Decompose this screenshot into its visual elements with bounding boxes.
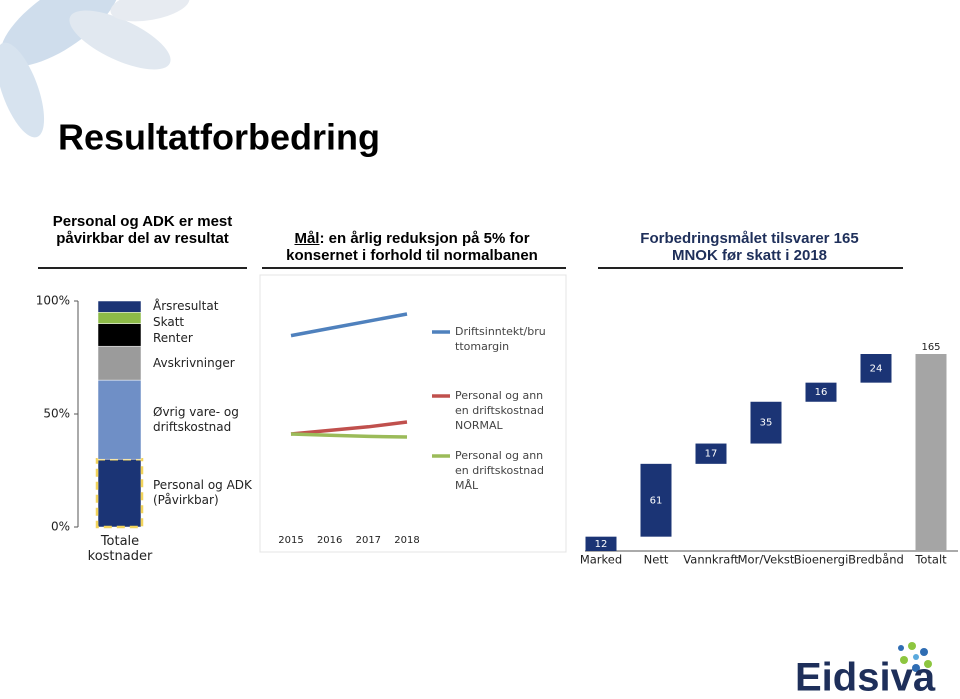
x-tick-label: 2016 [317,535,342,546]
bar [805,382,837,402]
heading: Personal og ADK er mest påvirkbar del av… [52,213,233,247]
bar-segment [97,458,142,528]
data-label: 35 [760,418,773,429]
line-series [290,432,408,439]
bar [860,354,892,383]
heading: Forbedringsmålet tilsvarer 165 MNOK før … [632,230,867,264]
heading: : en årlig reduksjon på 5% for konsernet… [286,230,538,264]
bar-segment [97,312,142,324]
legend-label: Avskrivninger [153,355,235,370]
x-tick-label: Vannkraft [683,553,739,567]
legend-label: Skatt [153,315,185,330]
bar-segment [97,323,142,347]
line-series [290,420,408,436]
bar-segment [97,345,142,381]
data-label: 17 [705,449,718,460]
legend-label: Årsresultat [153,299,219,314]
x-tick-label: Bredbånd [848,553,904,567]
leaf-decoration [0,0,190,138]
logo-mark [898,642,932,672]
bar [695,443,727,464]
data-label: 165 [921,342,940,353]
x-tick-label: 2018 [394,535,419,546]
heading: Forbedringsmålet tilsvarer 165 MNOK før … [640,230,859,264]
bar-segment [97,300,142,313]
data-label: 24 [870,363,883,374]
bar [640,463,672,537]
y-tick-label: 50% [43,407,70,421]
highlight-border [95,457,144,529]
logo-text: Eidsiva [795,656,936,699]
data-label: 16 [815,387,828,398]
data-label: 61 [650,495,663,506]
legend-label: Personal og annen driftskostnad MÅL [455,449,544,492]
legend-label: Driftsinntekt/bruttomargin [455,325,546,353]
line-series [290,312,408,338]
data-label: 12 [595,539,608,550]
x-tick-label: Bioenergi [794,553,849,567]
x-tick-label: Nett [644,553,669,567]
legend-label: Personal og annen driftskostnad NORMAL [455,389,544,432]
x-tick-label: 2015 [278,535,303,546]
x-tick-label: Totale kostnader [87,534,153,564]
y-tick-label: 100% [36,294,70,308]
slide-title: Resultatforbedring [58,117,380,158]
bar [750,401,782,444]
heading-lead: Mål [294,230,320,247]
legend-label: Personal og ADK (Påvirkbar) [153,478,252,508]
legend-label: Øvrig vare- og driftskostnad [153,404,239,434]
x-tick-label: Totalt [914,553,947,567]
bar [915,354,947,551]
x-tick-label: 2017 [356,535,381,546]
x-tick-label: Mor/Vekst [738,553,795,567]
bar [585,536,617,551]
chart-frame [259,274,567,553]
y-tick-label: 0% [51,520,70,534]
heading: Mål: en årlig reduksjon på 5% for konser… [272,230,552,264]
legend-label: Renter [153,331,193,346]
x-tick-label: Marked [580,553,622,567]
bar-segment [97,379,142,460]
